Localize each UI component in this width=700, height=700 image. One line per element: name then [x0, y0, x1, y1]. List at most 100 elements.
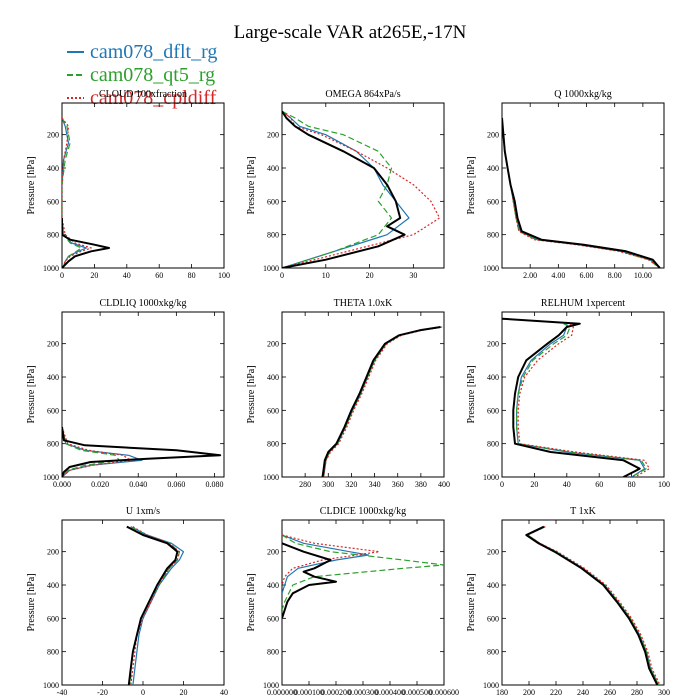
- x-tick-label: 60: [155, 271, 163, 280]
- y-tick-label: 600: [267, 197, 279, 206]
- x-tick-label: 300: [322, 480, 334, 489]
- series-group: [62, 117, 110, 268]
- series-line: [62, 426, 132, 477]
- y-tick-label: 1000: [483, 473, 499, 482]
- y-tick-label: 800: [487, 231, 499, 240]
- axes-frame: [501, 519, 665, 686]
- y-tick-label: 1000: [483, 264, 499, 273]
- series-line: [502, 117, 661, 268]
- x-tick-label: 0: [500, 480, 504, 489]
- y-tick-label: 200: [487, 131, 499, 140]
- x-tick-label: 0.000100: [294, 688, 324, 697]
- x-tick-label: 40: [220, 688, 228, 697]
- x-tick-label: 10.00: [634, 271, 652, 280]
- y-tick-label: 1000: [43, 681, 59, 690]
- series-line: [282, 110, 410, 268]
- series-group: [525, 525, 661, 685]
- chart-panel: THETA 1.0xK 200 400 600 800 1000 280 300 320 340 3…: [246, 298, 450, 489]
- y-axis-label: Pressure [hPa]: [246, 156, 257, 214]
- y-tick-label: 800: [267, 440, 279, 449]
- series-line: [282, 110, 393, 268]
- x-tick-label: 0.000200: [321, 688, 351, 697]
- panel-title: RELHUM 1xpercent: [541, 298, 625, 309]
- x-tick-label: 380: [415, 480, 427, 489]
- y-tick-label: 200: [267, 340, 279, 349]
- series-line: [62, 426, 222, 477]
- series-line: [526, 526, 660, 685]
- x-tick-label: 0.000600: [429, 688, 459, 697]
- x-tick-label: 100: [658, 480, 670, 489]
- panel-title: Q 1000xkg/kg: [554, 89, 612, 100]
- x-tick-label: 40: [563, 480, 571, 489]
- x-tick-label: 0.080: [205, 480, 223, 489]
- series-line: [525, 525, 659, 685]
- series-line: [502, 117, 661, 268]
- panel-title: CLDLIQ 1000xkg/kg: [100, 298, 187, 309]
- x-tick-label: 4.00: [551, 271, 565, 280]
- x-tick-label: 340: [369, 480, 381, 489]
- y-tick-label: 1000: [263, 264, 279, 273]
- panel-title: U 1xm/s: [126, 506, 160, 517]
- x-tick-label: 20: [366, 271, 374, 280]
- x-tick-label: 80: [188, 271, 196, 280]
- y-tick-label: 600: [487, 197, 499, 206]
- figure-title: Large-scale VAR at265E,-17N: [234, 22, 467, 43]
- series-line: [282, 110, 406, 268]
- x-tick-label: 20: [90, 271, 98, 280]
- x-tick-label: 0.040: [129, 480, 147, 489]
- series-line: [282, 534, 369, 594]
- x-tick-label: 300: [658, 688, 670, 697]
- x-tick-label: 260: [604, 688, 616, 697]
- x-tick-label: -20: [97, 688, 108, 697]
- x-tick-label: 400: [438, 480, 450, 489]
- x-tick-label: 0.000: [53, 480, 71, 489]
- y-tick-label: 400: [267, 581, 279, 590]
- y-tick-label: 800: [267, 648, 279, 657]
- x-tick-label: 180: [496, 688, 508, 697]
- series-line: [282, 534, 380, 586]
- y-tick-label: 600: [267, 406, 279, 415]
- x-tick-label: 20: [180, 688, 188, 697]
- series-line: [126, 525, 179, 685]
- axes-frame: [281, 102, 445, 269]
- series-group: [282, 534, 444, 619]
- y-axis-label: Pressure [hPa]: [26, 365, 37, 423]
- legend-entry-label: cam078_dflt_rg: [90, 41, 217, 63]
- y-tick-label: 400: [267, 373, 279, 382]
- y-tick-label: 200: [267, 548, 279, 557]
- y-tick-label: 200: [47, 340, 59, 349]
- chart-panel: Q 1000xkg/kg 200 400 600 800 1000 2.00 4.00 6.00…: [466, 89, 665, 280]
- x-tick-label: 0: [280, 271, 284, 280]
- axes-frame: [281, 519, 445, 686]
- y-tick-label: 200: [267, 131, 279, 140]
- axes-frame: [61, 311, 225, 478]
- panel-title: CLDICE 1000xkg/kg: [320, 506, 406, 517]
- x-tick-label: 0.000500: [402, 688, 432, 697]
- x-tick-label: 0.000300: [348, 688, 378, 697]
- series-line: [515, 323, 646, 477]
- x-tick-label: 280: [299, 480, 311, 489]
- x-tick-label: -40: [57, 688, 68, 697]
- y-axis-label: Pressure [hPa]: [246, 365, 257, 423]
- y-tick-label: 400: [47, 373, 59, 382]
- series-line: [130, 526, 180, 685]
- axes-frame: [501, 311, 665, 478]
- x-tick-label: 10: [322, 271, 330, 280]
- series-line: [130, 526, 180, 685]
- axes-frame: [61, 519, 225, 686]
- x-tick-label: 80: [628, 480, 636, 489]
- y-tick-label: 800: [47, 440, 59, 449]
- y-tick-label: 400: [267, 164, 279, 173]
- y-tick-label: 1000: [483, 681, 499, 690]
- x-tick-label: 6.00: [580, 271, 594, 280]
- y-tick-label: 800: [267, 231, 279, 240]
- x-tick-label: 220: [550, 688, 562, 697]
- panel-title: T 1xK: [570, 506, 596, 517]
- x-tick-label: 320: [345, 480, 357, 489]
